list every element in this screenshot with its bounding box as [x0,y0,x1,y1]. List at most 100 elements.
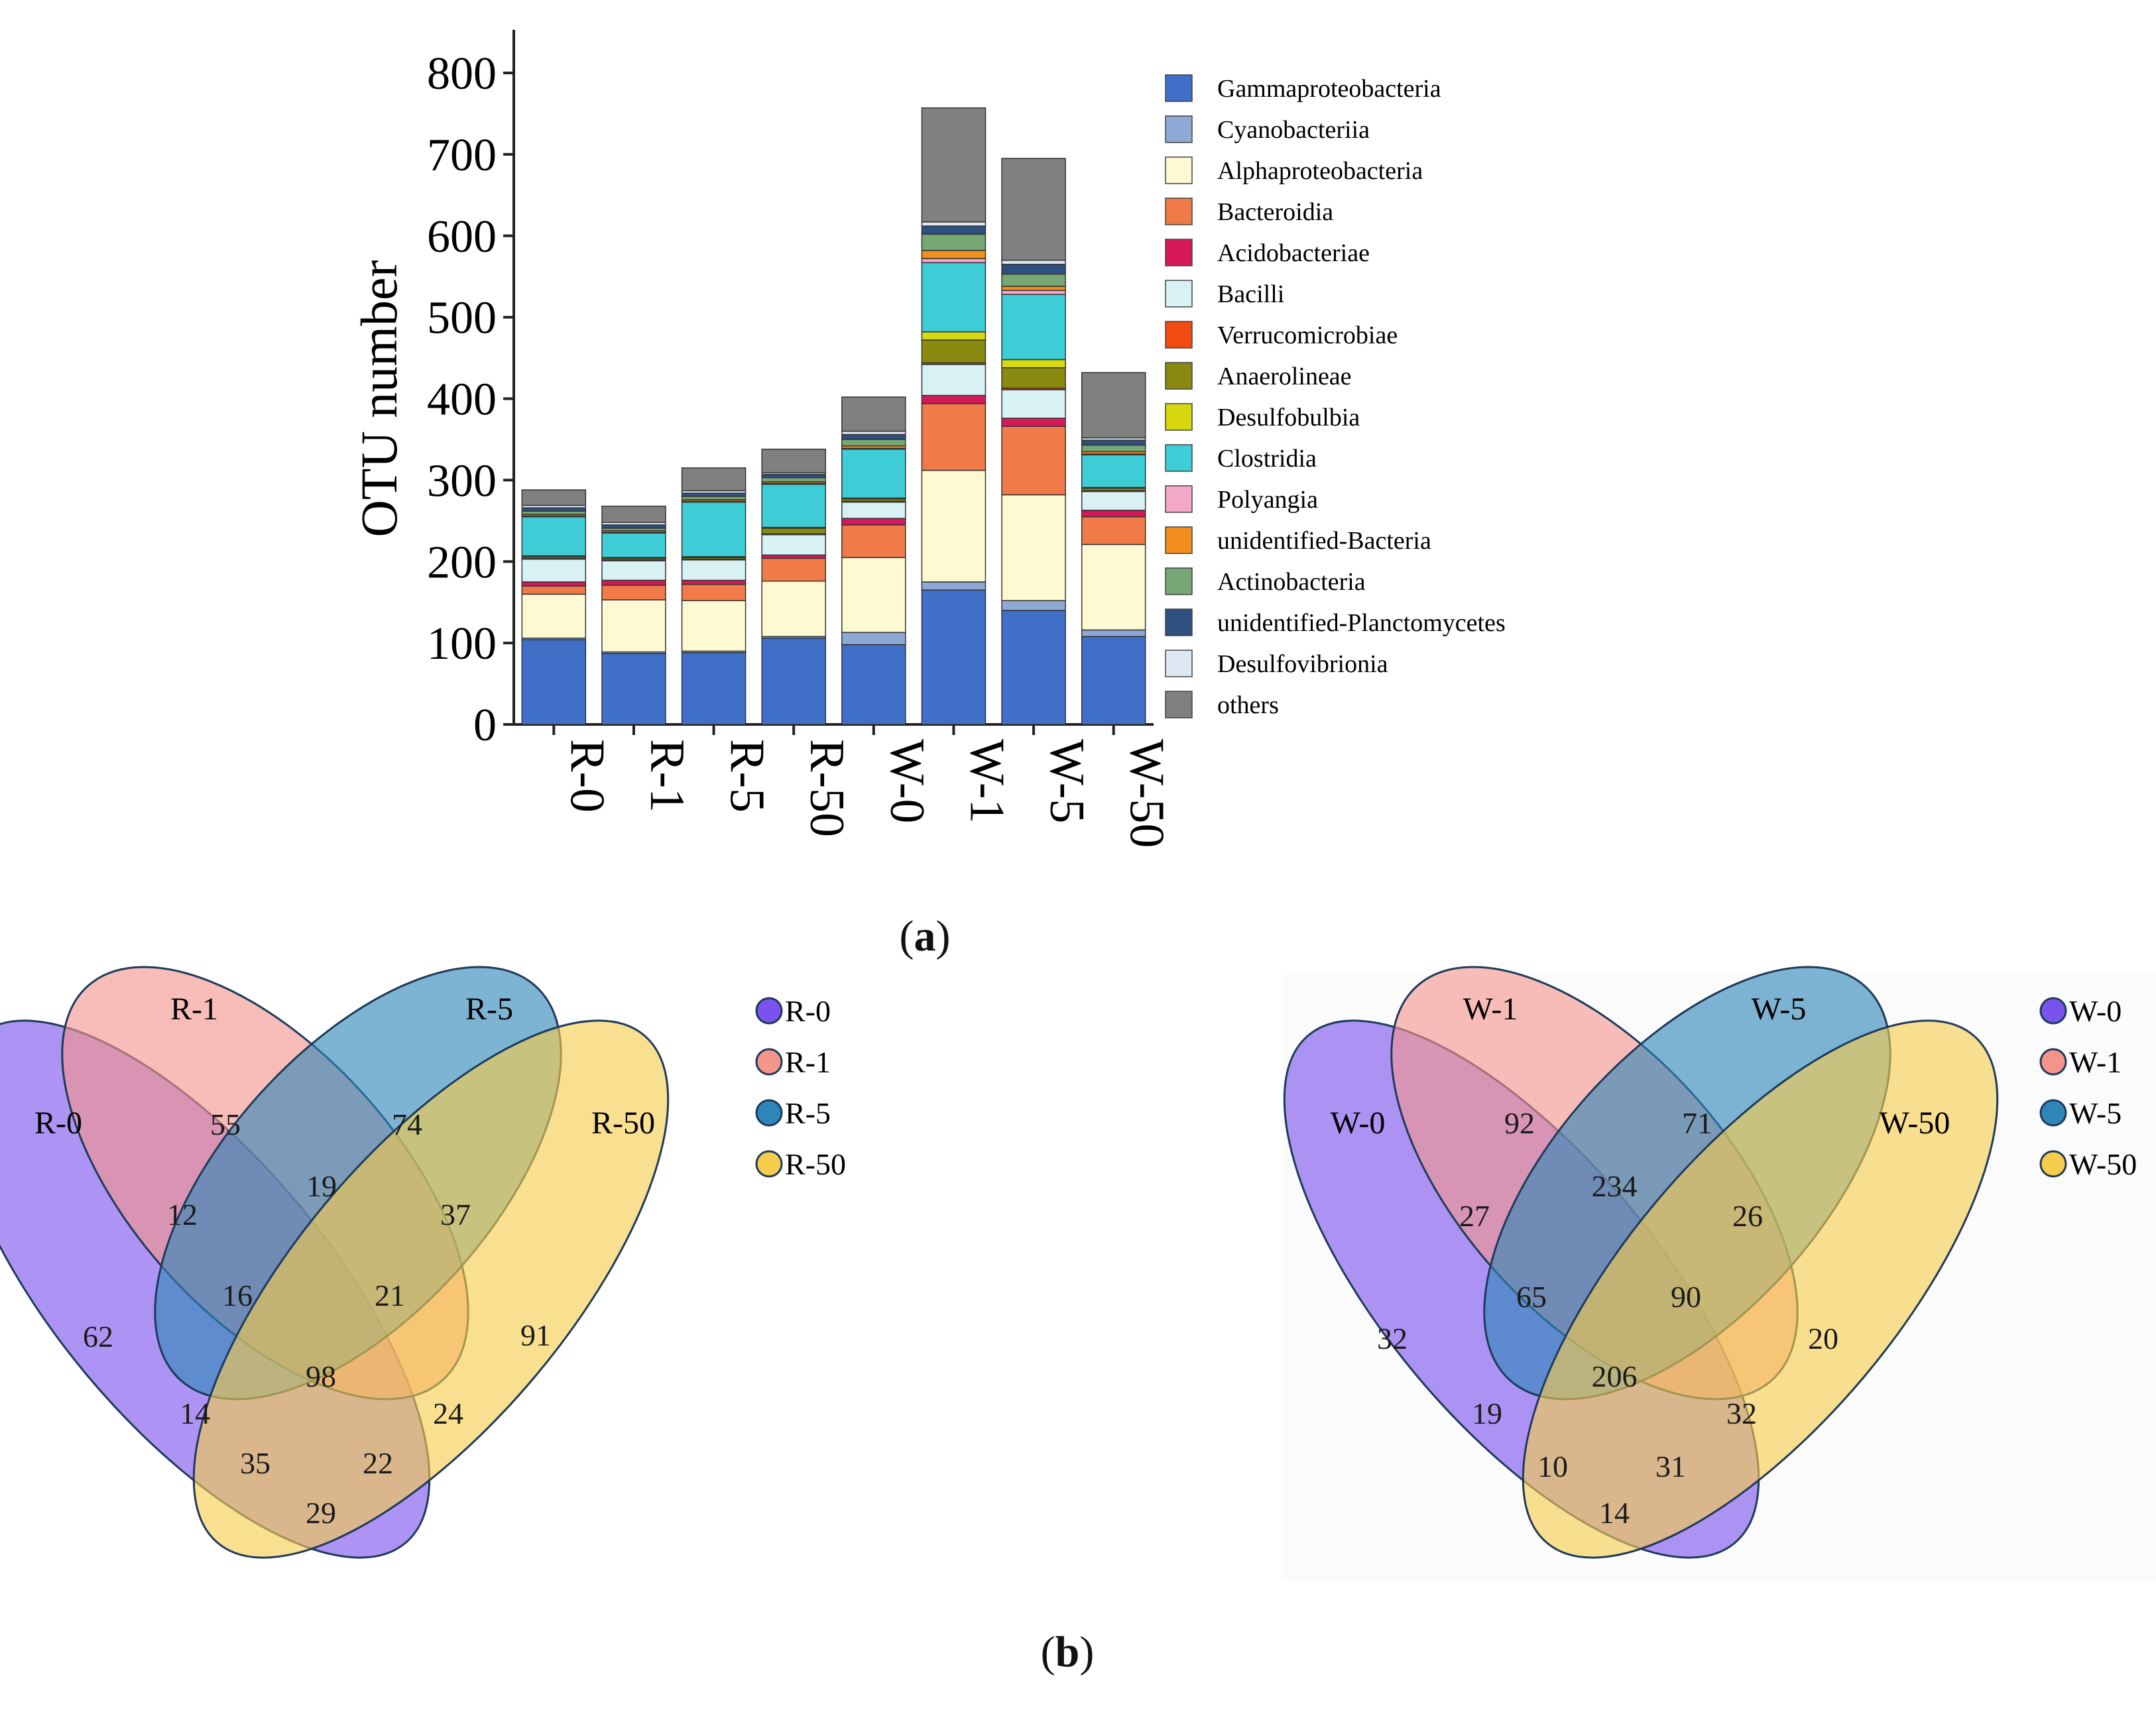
bar-W-0-Clostridia [841,448,906,499]
y-tick-label-500: 500 [427,293,497,344]
bar-W-0-others [841,396,906,432]
venn-legend-marker-R-1 [755,1048,783,1076]
bar-W-50-Bacilli [1081,490,1146,511]
bar-R-5-Acidobacteriae [681,579,747,585]
bar-W-5-Bacteroidia [1001,426,1066,496]
bar-W-50-Bacteroidia [1081,516,1146,545]
legend-swatch-unidentified-Bacteria [1165,526,1193,554]
legend-swatch-Desulfovibrionia [1165,650,1193,677]
bar-R-5-Bacteroidia [681,583,747,601]
legend-swatch-Desulfobulbia [1165,403,1193,431]
legend-label-Clostridia: Clostridia [1217,445,1317,473]
legend-label-Actinobacteria: Actinobacteria [1217,568,1366,596]
bar-R-0-Acidobacteriae [521,581,587,587]
venn-region-W-1_W-5: 234 [1592,1169,1638,1203]
bar-W-1-Bacteroidia [921,403,987,471]
bar-W-5-Polyangia [1001,290,1066,295]
legend-swatch-Acidobacteriae [1165,239,1193,266]
bar-W-1-Clostridia [921,262,987,333]
venn-region-W-0_W-5: 19 [1472,1397,1502,1430]
legend-label-Acidobacteriae: Acidobacteriae [1217,239,1370,267]
venn-region-W-50: 20 [1808,1322,1838,1355]
y-tick-label-700: 700 [427,130,497,181]
legend-swatch-Cyanobacteriia [1165,115,1193,143]
bar-W-50-Clostridia [1081,454,1146,488]
bar-R-1-Acidobacteriae [601,579,666,586]
legend-swatch-Bacilli [1165,280,1193,308]
bar-R-1-Bacteroidia [601,585,666,600]
caption-b: (b) [1040,1628,1095,1676]
venn-set-label-R-0: R-0 [34,1106,82,1141]
bar-W-50-Actinobacteria [1081,444,1146,453]
bar-R-0-Bacilli [521,558,587,583]
bar-W-5-Alphaproteobacteria [1001,494,1066,601]
bar-W-0-Bacilli [841,501,906,519]
bar-W-0-unidentified-Planctomycetes [841,433,906,440]
venn-region-W-0_W-1_W-5: 65 [1516,1280,1547,1314]
bar-R-50-Bacteroidia [761,557,826,582]
bar-R-50-Actinobacteria [761,477,826,483]
venn-diagram-r: R-0 R-1 R-5 R-50 62 55 74 91 12 19 37 16 21 98 14 35 22 2… [0,966,846,1559]
venn-region-R-0_R-5_R-50: 35 [240,1446,270,1480]
venn-region-W-5_W-50: 26 [1732,1199,1763,1233]
venn-legend-marker-W-0 [2039,997,2067,1025]
legend-label-unidentified-Planctomycetes: unidentified-Planctomycetes [1217,609,1506,637]
venn-legend-marker-W-50 [2039,1150,2067,1178]
bar-W-1-Acidobacteriae [921,394,987,404]
legend-swatch-Clostridia [1165,444,1193,472]
y-tick-label-600: 600 [427,211,497,262]
venn-set-label-W-50: W-50 [1880,1106,1950,1141]
x-tick-label-R-1: R-1 [640,739,694,813]
bar-R-50-others [761,448,826,474]
bar-W-5-Acidobacteriae [1001,418,1066,428]
bar-W-1-Gammaproteobacteria [921,589,987,725]
bar-R-50-Gammaproteobacteria [761,638,826,725]
venn-region-R-0_R-1: 12 [167,1198,198,1231]
bar-W-50-Alphaproteobacteria [1081,543,1146,631]
venn-diagram-w: W-0 W-1 W-5 W-50 32 92 71 20 27 234 26 65 90 206 19 10 3… [1283,966,2137,1559]
bar-R-0-Clostridia [521,516,587,557]
venn-ellipse-W-50 [1522,1019,1999,1559]
bar-W-5-Gammaproteobacteria [1001,610,1066,725]
venn-region-W-1_W-50: 32 [1726,1397,1757,1430]
venn-region-R-0_R-1_R-50: 22 [363,1446,393,1480]
venn-legend-label-W-5: W-5 [2069,1096,2122,1130]
bar-W-5-Bacilli [1001,389,1066,419]
venn-region-W-0_W-1_W-50: 31 [1655,1450,1686,1483]
bar-W-50-unidentified-Planctomycetes [1081,439,1146,446]
venn-region-R-0_R-5: 14 [180,1397,210,1430]
legend-swatch-Anaerolineae [1165,362,1193,390]
legend-swatch-others [1165,691,1193,718]
bar-R-1-Gammaproteobacteria [601,653,666,725]
bar-R-1-others [601,505,666,524]
caption-b-letter: b [1055,1628,1080,1676]
legend-label-unidentified-Bacteria: unidentified-Bacteria [1217,527,1431,555]
bar-W-0-Actinobacteria [841,439,906,447]
bar-R-0-Alphaproteobacteria [521,593,587,639]
x-tick-label-W-1: W-1 [959,739,1014,823]
bar-R-1-Bacilli [601,560,666,581]
legend-label-Cyanobacteriia: Cyanobacteriia [1217,116,1370,144]
x-tick-label-R-50: R-50 [800,739,854,837]
bar-W-5-unidentified-Bacteria [1001,286,1066,291]
bar-W-5-Desulfobulbia [1001,359,1066,369]
bar-W-0-Gammaproteobacteria [841,644,906,725]
legend-label-Polyangia: Polyangia [1217,486,1318,514]
caption-a-letter: a [914,912,936,960]
bar-W-5-others [1001,158,1066,261]
venn-region-R-0_R-1_R-5: 16 [222,1279,253,1312]
y-axis-label: OTU number [350,260,408,537]
bar-W-50-others [1081,372,1146,439]
stacked-bar-chart: OTU number 0 100 200 300 400 500 600 700 800 R-0 R-… [350,30,1506,848]
legend-swatch-unidentified-Planctomycetes [1165,608,1193,636]
venn-region-R-5: 74 [392,1108,422,1141]
bar-W-1-Actinobacteria [921,233,987,251]
y-tick-label-300: 300 [427,455,497,506]
legend-swatch-Polyangia [1165,485,1193,513]
venn-region-W-1_W-5_W-50: 90 [1671,1280,1701,1314]
venn-region-R-0: 62 [83,1320,113,1353]
venn-region-W-0_W-5_W-50: 10 [1537,1450,1568,1483]
y-tick-label-200: 200 [427,537,497,588]
venn-region-W-0_W-1: 27 [1459,1199,1490,1233]
venn-legend-marker-R-0 [755,997,783,1025]
